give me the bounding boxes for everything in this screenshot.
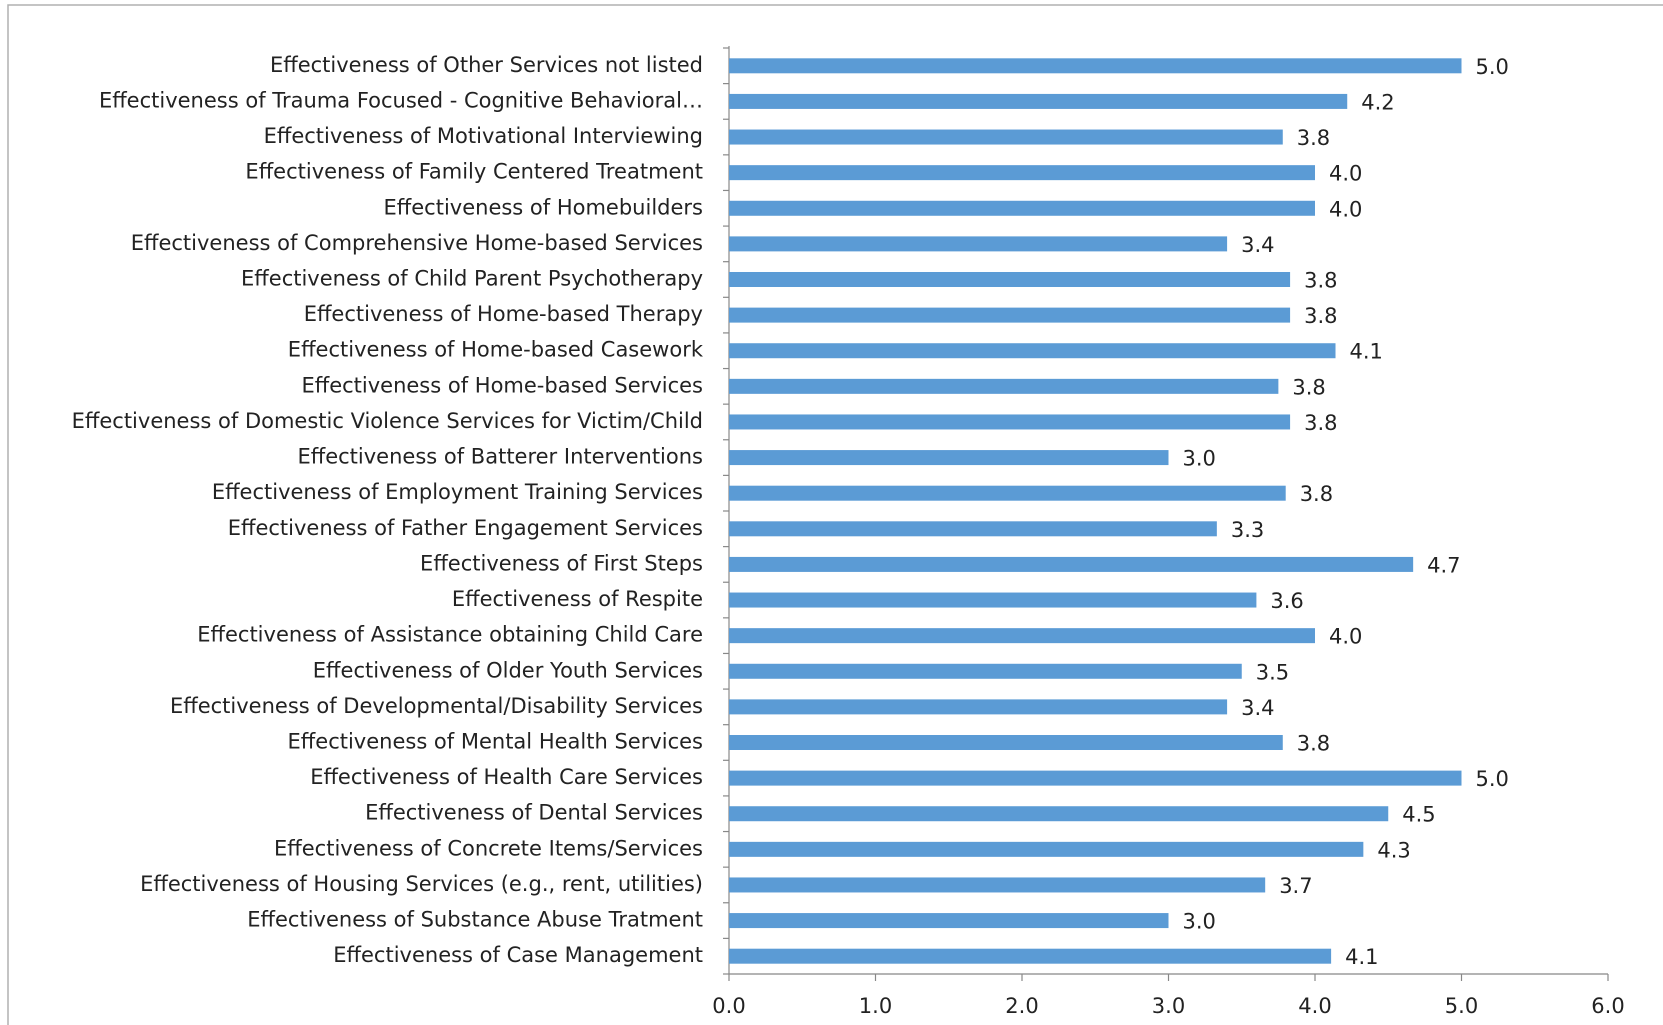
y-tick-label: Effectiveness of Domestic Violence Servi… xyxy=(72,409,703,433)
bar xyxy=(729,913,1169,929)
value-label: 4.0 xyxy=(1329,162,1362,186)
bar xyxy=(729,841,1364,857)
bar xyxy=(729,877,1266,893)
value-label: 3.8 xyxy=(1304,304,1337,328)
y-tick-label: Effectiveness of First Steps xyxy=(420,551,703,575)
value-label: 4.1 xyxy=(1350,340,1383,364)
value-label: 4.1 xyxy=(1345,945,1378,969)
value-label: 4.2 xyxy=(1361,90,1394,114)
value-label: 3.8 xyxy=(1292,375,1325,399)
y-tick-label: Effectiveness of Home-based Casework xyxy=(288,338,704,362)
value-label: 3.4 xyxy=(1241,233,1274,257)
value-label: 4.0 xyxy=(1329,197,1362,221)
value-label: 4.7 xyxy=(1427,553,1460,577)
bar xyxy=(729,735,1283,750)
bar xyxy=(729,272,1291,287)
value-label: 3.3 xyxy=(1231,518,1264,542)
bar xyxy=(729,414,1291,430)
y-tick-label: Effectiveness of Other Services not list… xyxy=(270,53,703,77)
bar xyxy=(729,556,1414,572)
x-tick-label: 4.0 xyxy=(1298,994,1331,1018)
y-tick-label: Effectiveness of Home-based Therapy xyxy=(304,302,703,326)
x-tick-label: 1.0 xyxy=(859,994,892,1018)
bar xyxy=(729,485,1286,501)
bar xyxy=(729,307,1291,323)
y-tick-label: Effectiveness of Child Parent Psychother… xyxy=(241,267,703,291)
bar xyxy=(729,165,1315,181)
bar xyxy=(729,806,1389,822)
bar xyxy=(729,521,1217,537)
y-tick-label: Effectiveness of Father Engagement Servi… xyxy=(228,516,703,540)
y-tick-label: Effectiveness of Family Centered Treatme… xyxy=(245,160,703,184)
y-tick-label: Effectiveness of Case Management xyxy=(333,943,703,967)
x-tick-label: 2.0 xyxy=(1005,994,1038,1018)
y-tick-label: Effectiveness of Concrete Items/Services xyxy=(274,836,703,860)
value-label: 3.0 xyxy=(1183,910,1216,934)
value-label: 5.0 xyxy=(1476,767,1509,791)
bar xyxy=(729,93,1348,109)
value-label: 4.0 xyxy=(1329,625,1362,649)
y-tick-label: Effectiveness of Dental Services xyxy=(365,801,703,825)
value-label: 3.8 xyxy=(1304,269,1337,293)
value-label: 5.0 xyxy=(1476,55,1509,79)
y-tick-label: Effectiveness of Home-based Services xyxy=(301,373,703,397)
y-tick-label: Effectiveness of Comprehensive Home-base… xyxy=(131,231,703,255)
y-tick-label: Effectiveness of Housing Services (e.g.,… xyxy=(140,872,703,896)
y-tick-label: Effectiveness of Developmental/Disabilit… xyxy=(170,694,703,718)
value-label: 3.6 xyxy=(1270,589,1303,613)
bar xyxy=(729,770,1462,786)
y-tick-label: Effectiveness of Assistance obtaining Ch… xyxy=(197,623,703,647)
value-label: 3.8 xyxy=(1297,732,1330,756)
y-tick-label: Effectiveness of Substance Abuse Tratmen… xyxy=(247,908,703,932)
value-label: 3.0 xyxy=(1183,447,1216,471)
x-tick-label: 6.0 xyxy=(1591,994,1624,1018)
bar xyxy=(729,378,1279,394)
bar xyxy=(729,236,1228,252)
bar xyxy=(729,663,1242,679)
bar xyxy=(729,129,1283,145)
y-tick-label: Effectiveness of Older Youth Services xyxy=(313,658,703,682)
x-tick-label: 3.0 xyxy=(1152,994,1185,1018)
bar xyxy=(729,450,1169,466)
y-tick-label: Effectiveness of Motivational Interviewi… xyxy=(264,124,703,148)
x-tick-label: 5.0 xyxy=(1445,994,1478,1018)
value-label: 3.5 xyxy=(1256,660,1289,684)
value-label: 3.8 xyxy=(1304,411,1337,435)
chart-frame xyxy=(7,4,1663,1025)
y-tick-label: Effectiveness of Health Care Services xyxy=(310,765,703,789)
x-tick-label: 0.0 xyxy=(712,994,745,1018)
bar xyxy=(729,58,1462,74)
y-tick-label: Effectiveness of Homebuilders xyxy=(384,195,703,219)
y-tick-label: Effectiveness of Mental Health Services xyxy=(288,730,703,754)
value-label: 4.5 xyxy=(1402,803,1435,827)
bar xyxy=(729,948,1332,964)
value-label: 4.3 xyxy=(1377,838,1410,862)
bar xyxy=(729,200,1315,216)
bar xyxy=(729,699,1228,715)
y-tick-label: Effectiveness of Employment Training Ser… xyxy=(212,480,703,504)
value-label: 3.4 xyxy=(1241,696,1274,720)
value-label: 3.7 xyxy=(1279,874,1312,898)
bar xyxy=(729,628,1315,644)
y-tick-label: Effectiveness of Trauma Focused - Cognit… xyxy=(99,88,703,112)
value-label: 3.8 xyxy=(1300,482,1333,506)
value-label: 3.8 xyxy=(1297,126,1330,150)
y-tick-label: Effectiveness of Batterer Interventions xyxy=(297,445,703,469)
y-tick-label: Effectiveness of Respite xyxy=(452,587,703,611)
bar xyxy=(729,592,1257,608)
bar xyxy=(729,343,1336,359)
